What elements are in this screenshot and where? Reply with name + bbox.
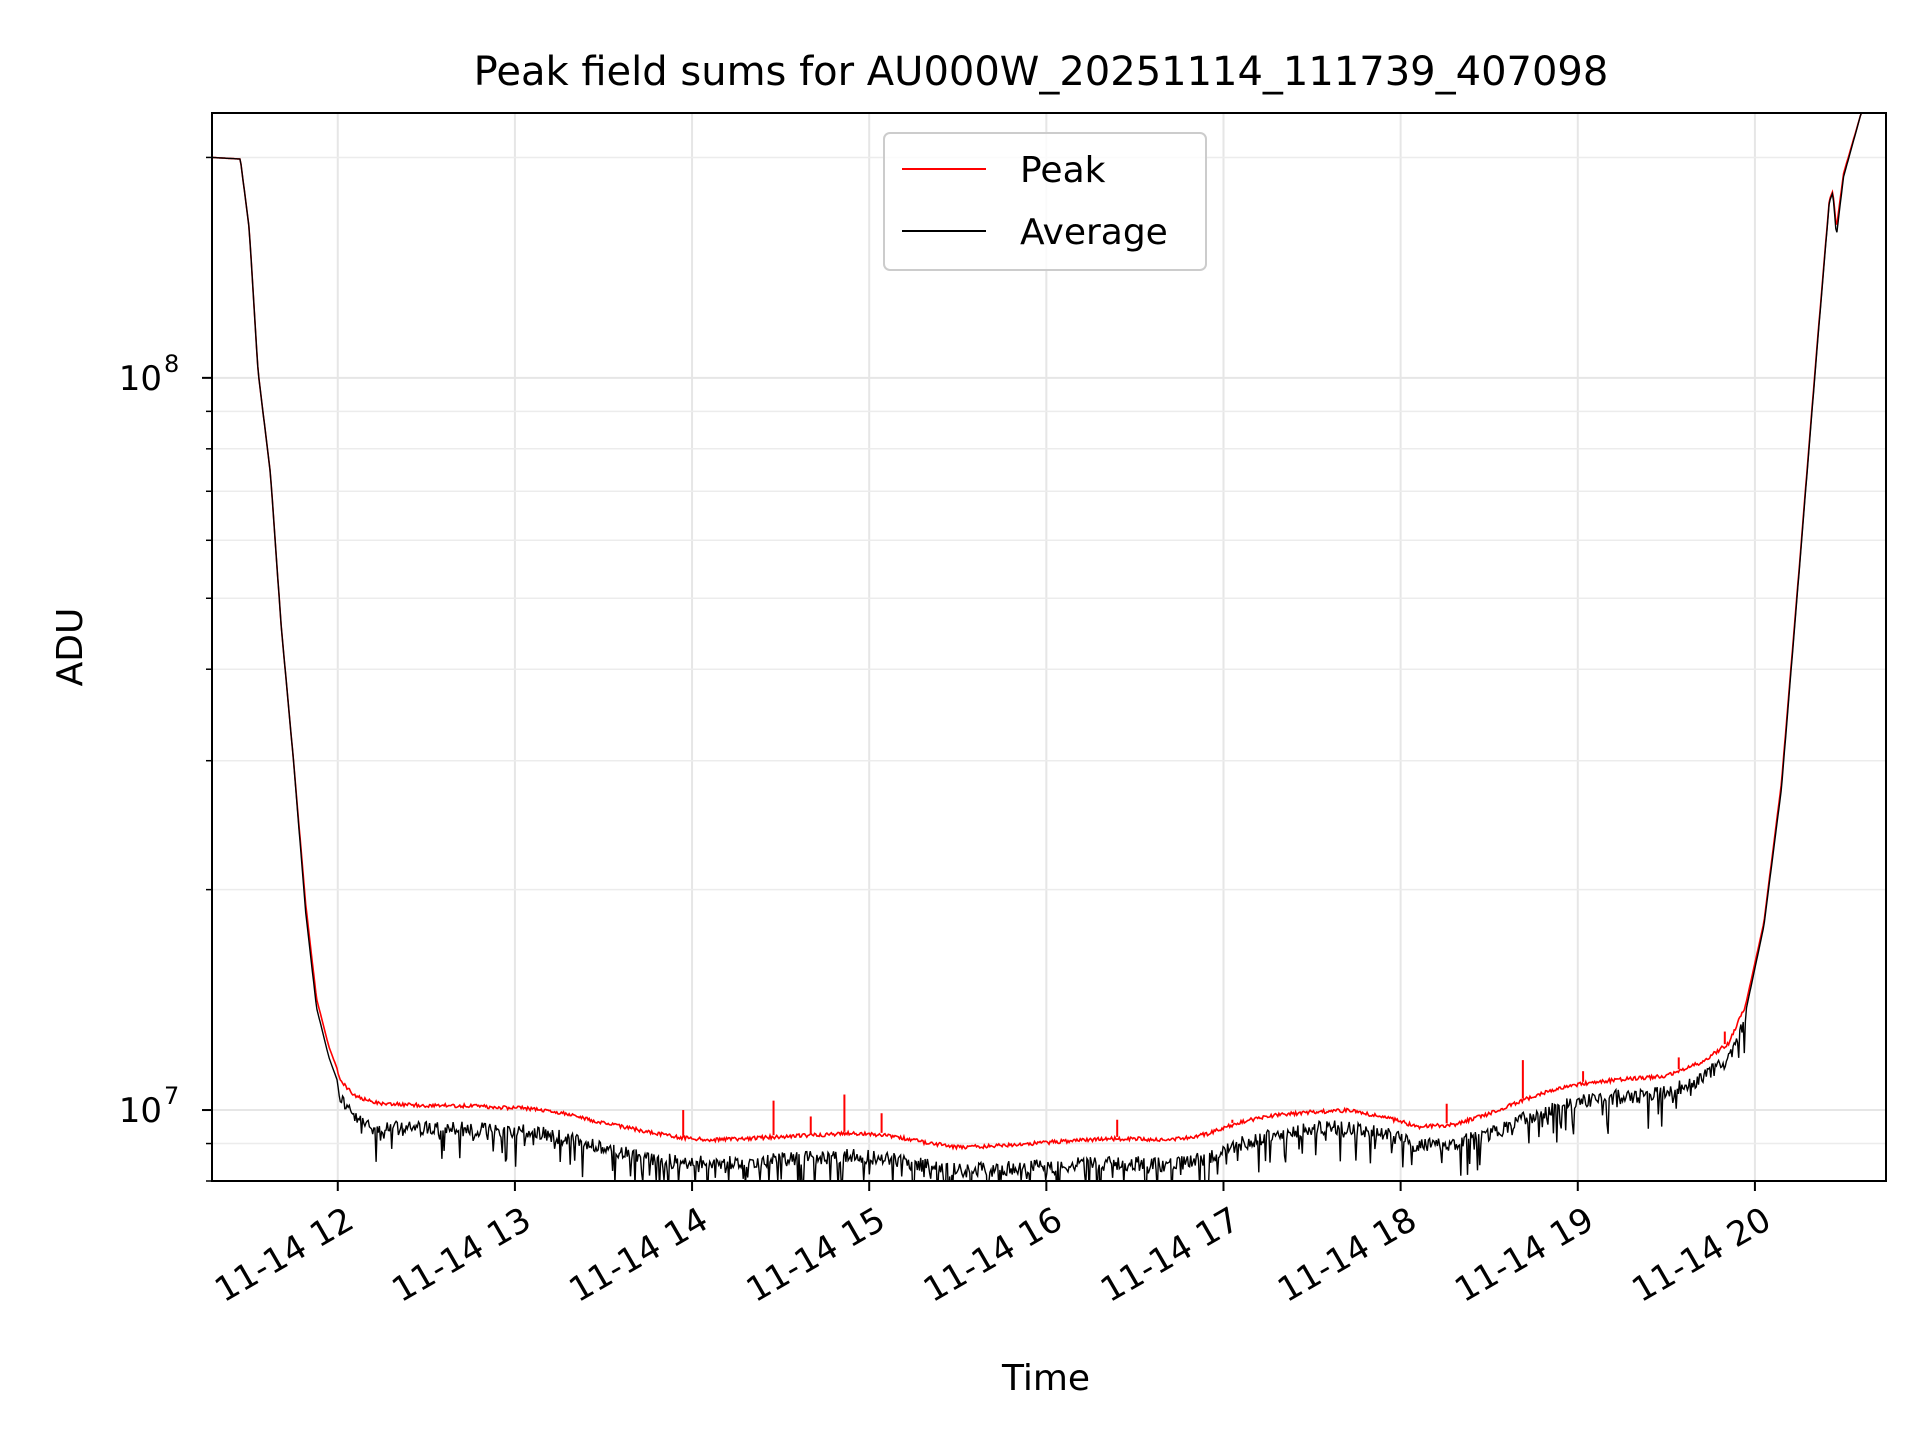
series-line-peak	[212, 113, 1886, 1151]
legend: Peak Average	[883, 132, 1207, 271]
y-tick-label-1: 10 8	[119, 350, 180, 399]
series-line-average	[212, 113, 1886, 1181]
axes-frame	[211, 112, 1887, 1182]
chart-title: Peak field sums for AU000W_20251114_1117…	[474, 49, 1609, 95]
y-tick-label-base: 10	[119, 359, 162, 399]
y-tick-label-exponent: 7	[164, 1082, 179, 1110]
y-tick-label-base: 10	[119, 1091, 162, 1131]
legend-box	[883, 132, 1207, 271]
legend-label-peak: Peak	[1020, 150, 1106, 191]
x-axis-label: Time	[1001, 1358, 1090, 1399]
plot-area	[212, 113, 1886, 1181]
y-tick-label-0: 10 7	[119, 1082, 180, 1131]
y-axis-label: ADU	[50, 608, 91, 687]
y-tick-label-exponent: 8	[164, 350, 179, 378]
legend-label-average: Average	[1020, 212, 1168, 253]
